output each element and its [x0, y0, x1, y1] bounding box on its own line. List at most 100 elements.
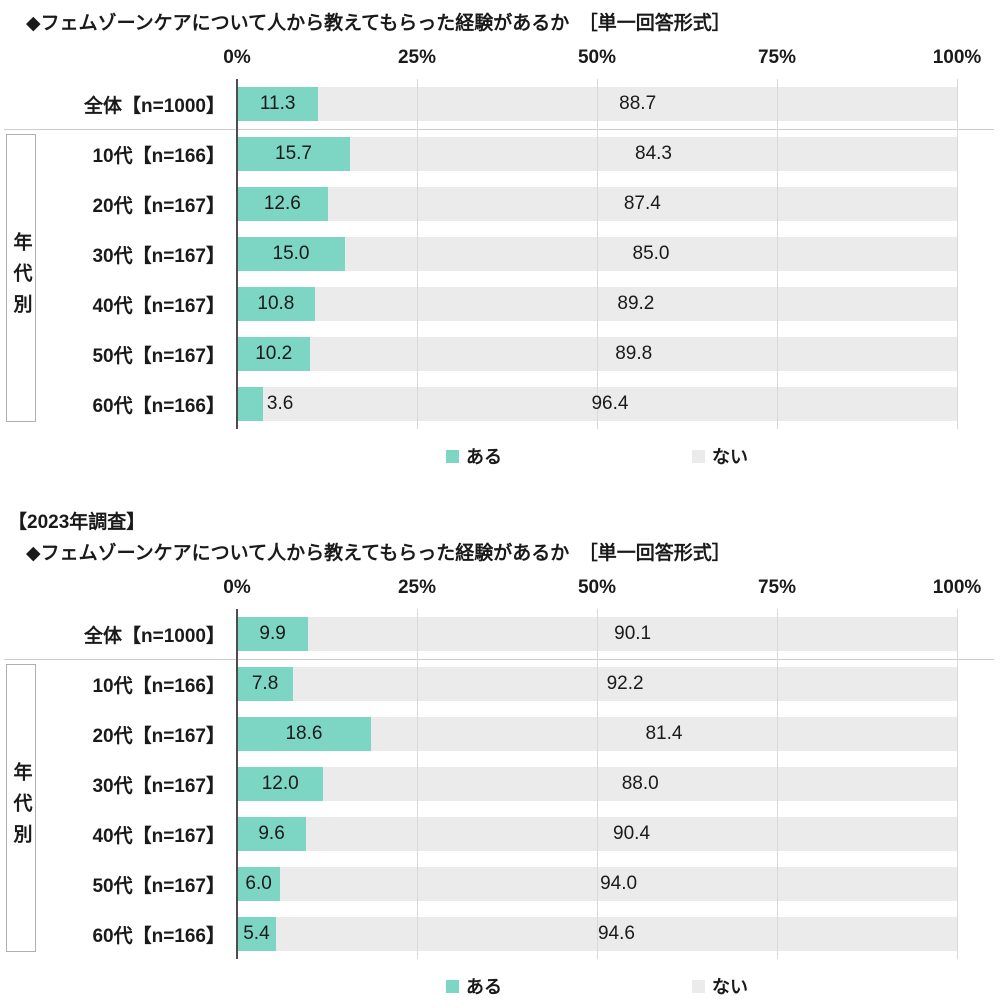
bar-segment-ない: 94.6 [275, 917, 957, 951]
legend-item: ない [692, 443, 748, 469]
bar-track: 10.2 89.8 [237, 337, 957, 371]
bar-row: 40代【n=167】 9.6 90.4 [0, 809, 1000, 859]
category-label: 30代【n=167】 [92, 245, 225, 267]
bar-track: 7.8 92.2 [237, 667, 957, 701]
value-label: 3.6 [266, 393, 294, 414]
value-label: 15.7 [275, 143, 312, 164]
bar-segment-ある: 15.0 [237, 237, 345, 271]
bar-track: 15.0 85.0 [237, 237, 957, 271]
value-label: 6.0 [245, 873, 272, 894]
x-axis-ticks: 0% 25% 50% 75% 100% [223, 575, 981, 609]
bar-segment-ある: 12.6 [237, 187, 328, 221]
x-axis-tick-label: 0% [223, 47, 251, 68]
bar-segment-ある: 10.8 [237, 287, 315, 321]
bar-segment-ある: 10.2 [237, 337, 311, 371]
bar-row: 全体【n=1000】 9.9 90.1 [0, 609, 1000, 659]
legend-item: ない [692, 973, 748, 999]
chart-current-survey: ◆フェムゾーンケアについて人から教えてもらった経験があるか ［単一回答形式］ 0… [0, 8, 1000, 469]
bar-segment-ある: 11.3 [237, 87, 319, 121]
bar-track: 10.8 89.2 [237, 287, 957, 321]
bar-segment-ある: 12.0 [237, 767, 324, 801]
x-axis-tick-label: 75% [757, 47, 797, 68]
value-label: 11.3 [259, 93, 296, 114]
bar-row: 50代【n=167】 10.2 89.8 [0, 329, 1000, 379]
bar-row: 10代【n=166】 7.8 92.2 [0, 659, 1000, 709]
value-label: 89.8 [615, 343, 653, 364]
value-label: 90.1 [614, 623, 652, 644]
x-axis-tick-label: 100% [932, 577, 982, 598]
bar-segment-ある: 3.6 [237, 387, 293, 421]
chart-header: 【2023年調査】 [8, 512, 146, 533]
bar-row: 20代【n=167】 18.6 81.4 [0, 709, 1000, 759]
x-axis-tick-label: 25% [397, 577, 437, 598]
value-label: 10.2 [255, 343, 293, 364]
value-label: 89.2 [617, 293, 655, 314]
x-axis-tick-label: 75% [757, 577, 797, 598]
bar-segment-ある: 5.4 [237, 917, 276, 951]
legend-label: ある [466, 977, 502, 997]
bar-row: 全体【n=1000】 11.3 88.7 [0, 79, 1000, 129]
value-label: 9.6 [258, 823, 285, 844]
legend-swatch [446, 449, 459, 463]
bar-segment-ない: 87.4 [327, 187, 957, 221]
legend-label: ある [466, 447, 502, 467]
rows: 全体【n=1000】 11.3 88.7 10代【n=166】 15.7 84.3 20代【… [0, 79, 1000, 429]
legend-item: ある [446, 443, 502, 469]
legend-label: ない [712, 977, 748, 997]
category-label: 20代【n=167】 [92, 725, 225, 747]
bar-track: 9.6 90.4 [237, 817, 957, 851]
bar-track: 15.7 84.3 [237, 137, 957, 171]
bar-row: 20代【n=167】 12.6 87.4 [0, 179, 1000, 229]
legend: ある ない [237, 443, 957, 469]
value-label: 12.6 [263, 193, 301, 214]
bar-row: 10代【n=166】 15.7 84.3 [0, 129, 1000, 179]
legend-swatch [692, 979, 705, 993]
row-separator [4, 659, 994, 660]
category-label: 10代【n=166】 [92, 675, 225, 697]
category-label: 20代【n=167】 [92, 195, 225, 217]
bar-segment-ない: 90.1 [308, 617, 957, 651]
bar-row: 50代【n=167】 6.0 94.0 [0, 859, 1000, 909]
category-label: 全体【n=1000】 [84, 95, 225, 117]
bar-segment-ない: 85.0 [345, 237, 957, 271]
bar-row: 30代【n=167】 12.0 88.0 [0, 759, 1000, 809]
category-label: 全体【n=1000】 [84, 625, 225, 647]
bar-row: 40代【n=167】 10.8 89.2 [0, 279, 1000, 329]
bar-segment-ない: 90.4 [306, 817, 957, 851]
chart-2023-survey: 【2023年調査】 ◆フェムゾーンケアについて人から教えてもらった経験があるか … [0, 507, 1000, 999]
row-separator [4, 129, 994, 130]
legend-label: ない [712, 447, 748, 467]
legend: ある ない [237, 973, 957, 999]
legend-item: ある [446, 973, 502, 999]
bar-segment-ある: 6.0 [237, 867, 281, 901]
bar-segment-ない: 88.7 [318, 87, 957, 121]
category-label: 10代【n=166】 [92, 145, 225, 167]
bar-track: 12.0 88.0 [237, 767, 957, 801]
bar-segment-ない: 84.3 [350, 137, 957, 171]
x-axis-tick-label: 25% [397, 47, 437, 68]
category-label: 40代【n=167】 [92, 295, 225, 317]
value-label: 12.0 [261, 773, 299, 794]
value-label: 94.6 [597, 923, 635, 944]
group-label-box: 年代別 [6, 134, 36, 422]
bar-segment-ある: 18.6 [237, 717, 371, 751]
bar-row: 60代【n=166】 3.6 96.4 [0, 379, 1000, 429]
value-label: 88.7 [619, 93, 657, 114]
bar-segment-ない: 88.0 [323, 767, 957, 801]
bar-track: 6.0 94.0 [237, 867, 957, 901]
bar-track: 12.6 87.4 [237, 187, 957, 221]
value-label: 18.6 [285, 723, 323, 744]
value-label: 92.2 [606, 673, 644, 694]
x-axis-tick-label: 50% [577, 577, 617, 598]
value-label: 94.0 [600, 873, 638, 894]
bar-segment-ある: 9.9 [237, 617, 309, 651]
value-label: 81.4 [645, 723, 683, 744]
bar-track: 3.6 96.4 [237, 387, 957, 421]
bar-segment-ある: 7.8 [237, 667, 294, 701]
category-label: 50代【n=167】 [92, 345, 225, 367]
rows: 全体【n=1000】 9.9 90.1 10代【n=166】 7.8 92.2 20代【n=… [0, 609, 1000, 959]
legend-swatch [446, 979, 459, 993]
bar-row: 60代【n=166】 5.4 94.6 [0, 909, 1000, 959]
bar-track: 11.3 88.7 [237, 87, 957, 121]
value-label: 5.4 [243, 923, 270, 944]
